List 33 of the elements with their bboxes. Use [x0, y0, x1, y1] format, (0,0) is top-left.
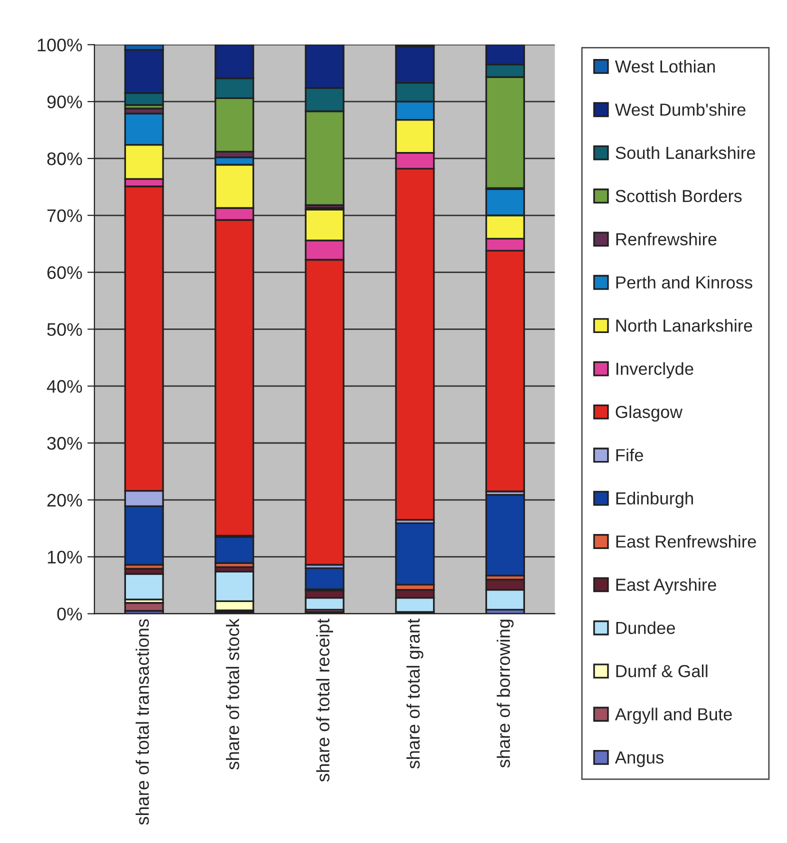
- y-tick-label: 80%: [47, 152, 82, 166]
- x-tick-label: share of total grant: [406, 618, 424, 769]
- legend-label: Scottish Borders: [616, 189, 742, 202]
- y-tick-label: 10%: [48, 550, 82, 564]
- y-tick-label: 30%: [47, 436, 82, 450]
- y-tick-label: 50%: [47, 323, 82, 336]
- legend-label: Glasgow: [616, 405, 683, 422]
- y-tick-label: 90%: [47, 96, 82, 108]
- legend-label: North Lanarkshire: [616, 319, 752, 332]
- x-tick-label: share of total stock: [226, 618, 240, 770]
- legend-label: Inverclyde: [616, 362, 694, 378]
- legend-label: Perth and Kinross: [616, 276, 752, 289]
- legend-label: Edinburgh: [616, 492, 693, 508]
- x-tick-label: share of total receipt: [316, 618, 334, 782]
- legend-label: West Lothian: [614, 60, 715, 73]
- legend-label: East Renfrewshire: [616, 534, 756, 548]
- legend-label: Argyll and Bute: [614, 708, 732, 724]
- legend-label: South Lanarkshire: [616, 146, 756, 160]
- legend-label: Fife: [616, 448, 644, 462]
- legend-label: Dumf & Gall: [616, 664, 708, 678]
- legend-label: Angus: [614, 752, 664, 768]
- y-tick-label: 0%: [57, 608, 82, 620]
- legend-label: East Ayrshire: [616, 578, 716, 594]
- y-tick-label: 100%: [38, 38, 82, 52]
- legend-label: West Dumb'shire: [614, 103, 746, 116]
- x-tick-label: share of borrowing: [496, 620, 514, 768]
- y-tick-label: 60%: [47, 266, 82, 280]
- y-tick-label: 70%: [47, 209, 82, 222]
- legend-label: Renfrewshire: [616, 232, 716, 246]
- legend-label: Dundee: [616, 621, 675, 634]
- y-tick-label: 40%: [46, 380, 82, 393]
- y-tick-label: 20%: [47, 494, 82, 507]
- x-tick-label: share of total transactions: [136, 619, 149, 825]
